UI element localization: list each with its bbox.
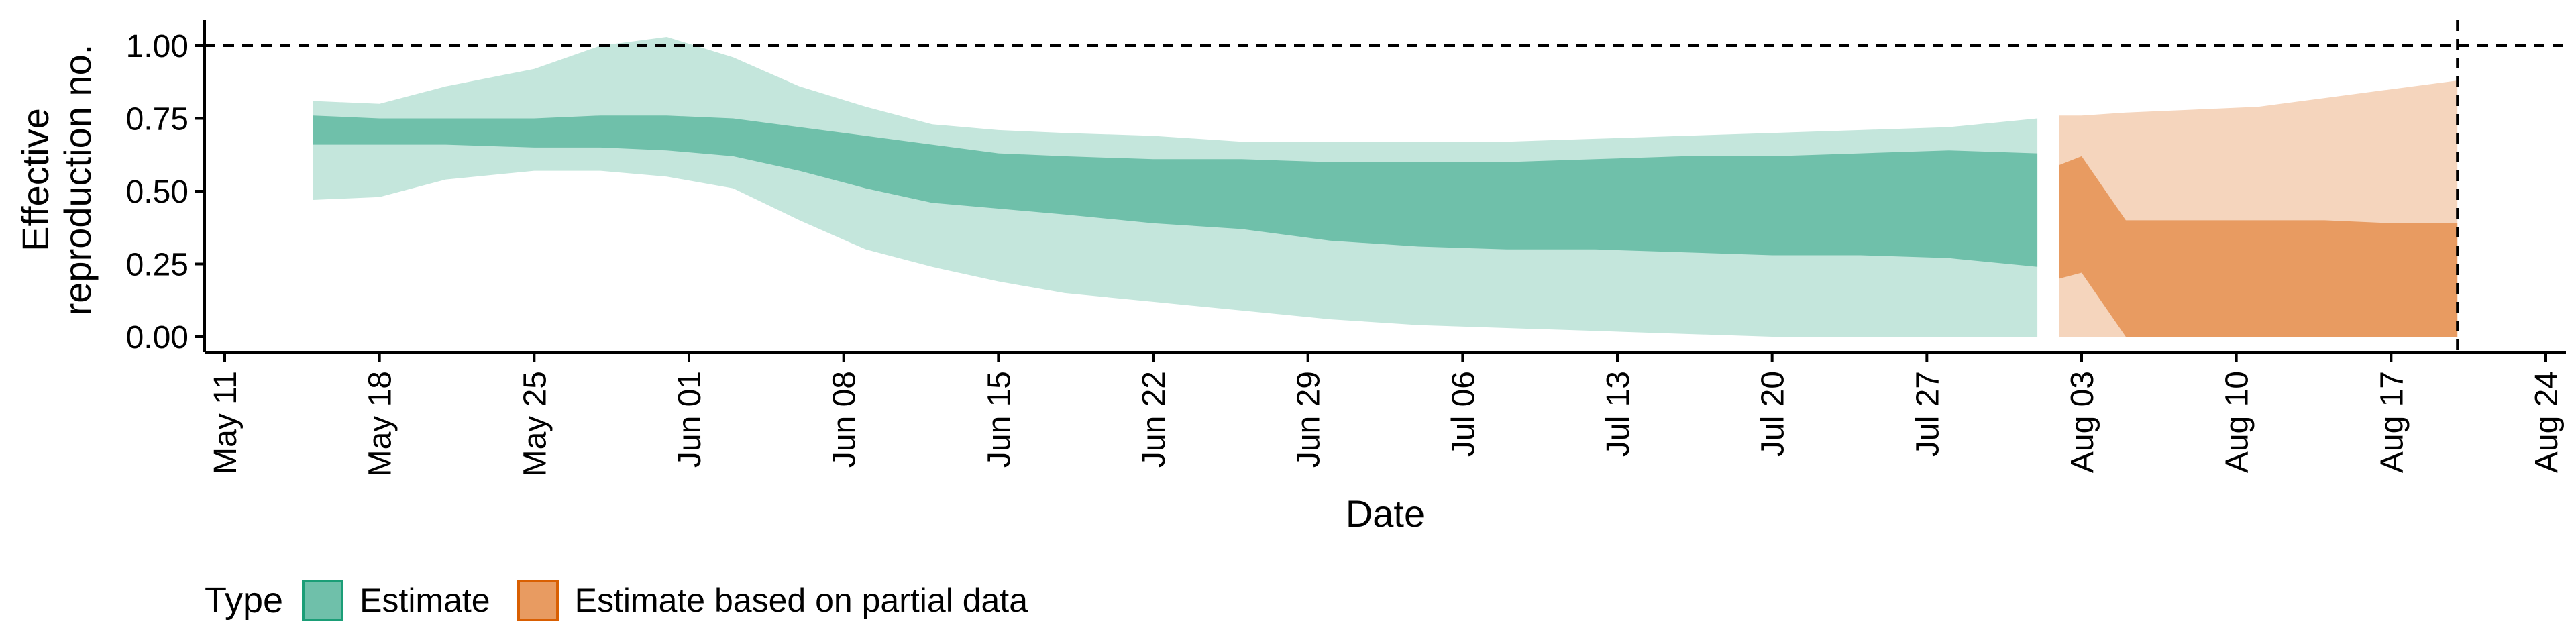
axes: 0.00 0.25 0.50 0.75 1.00 May 11 May 18 May 25 Ju… (126, 20, 2566, 476)
x-tick-label: Jul 27 (1910, 371, 1945, 457)
y-axis-title-line-1: Effective (14, 108, 56, 252)
x-axis-title: Date (1346, 492, 1425, 535)
x-tick-label: Aug 17 (2374, 371, 2410, 473)
x-tick-label: Jul 06 (1446, 371, 1481, 457)
x-tick-label: Jul 20 (1756, 371, 1791, 457)
y-axis-title-line-2: reproduction no. (56, 44, 99, 316)
x-tick-label: May 11 (208, 371, 244, 474)
y-tick-label: 0.00 (126, 320, 189, 356)
y-tick-label: 0.25 (126, 248, 189, 283)
x-tick-label: Jun 15 (981, 371, 1017, 468)
x-tick-label: May 25 (517, 371, 553, 476)
x-tick-label: Aug 03 (2065, 371, 2100, 473)
legend-key-estimate (302, 580, 344, 621)
ribbon-layer (313, 37, 2458, 337)
x-tick-label: May 18 (363, 371, 398, 476)
y-tick-label: 1.00 (126, 29, 189, 64)
x-tick-label: Aug 10 (2220, 371, 2255, 473)
legend-label-partial-data: Estimate based on partial data (574, 582, 1028, 619)
x-tick-label: Jun 29 (1291, 371, 1327, 468)
legend-key-partial-data (517, 580, 559, 621)
legend-title: Type (205, 580, 284, 621)
y-tick-label: 0.50 (126, 174, 189, 210)
x-tick-label: Jun 08 (827, 371, 863, 468)
x-tick-label: Jun 22 (1136, 371, 1172, 468)
legend: Type Estimate Estimate based on partial … (205, 577, 1055, 624)
x-tick-label: Aug 24 (2529, 371, 2565, 473)
x-tick-label: Jun 01 (672, 371, 708, 468)
x-tick-label: Jul 13 (1601, 371, 1636, 457)
ribbon-inner-series-1 (2059, 156, 2458, 337)
legend-label-estimate: Estimate (360, 582, 490, 619)
ribbon-inner-series-0 (313, 115, 2038, 267)
y-tick-label: 0.75 (126, 102, 189, 138)
